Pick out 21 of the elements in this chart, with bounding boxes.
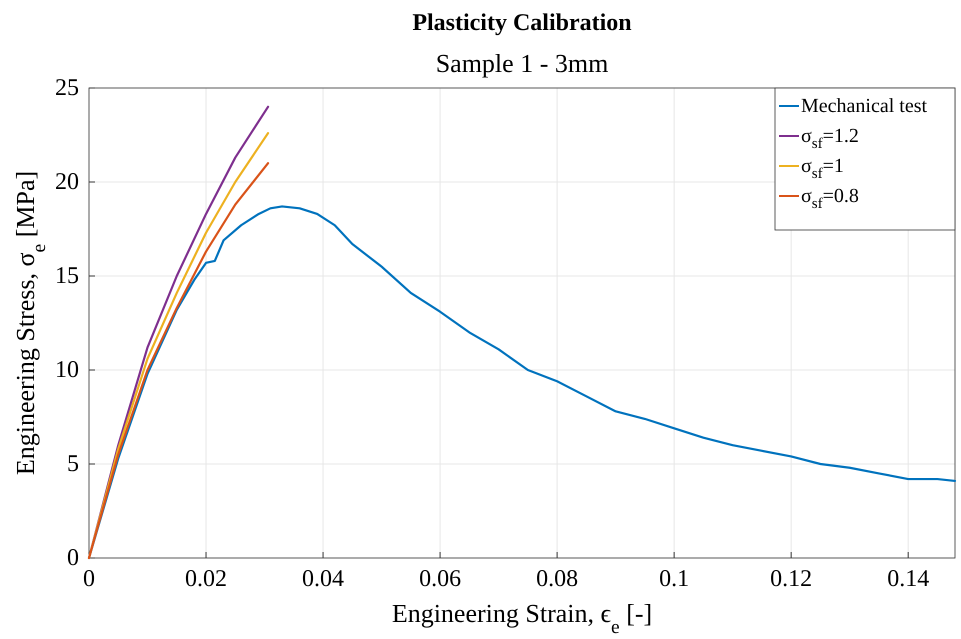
- legend-label: σ$_{sf}$=1.2: [801, 125, 859, 152]
- y-tick-label: 20: [55, 169, 79, 195]
- x-tick-label: 0: [83, 566, 95, 592]
- x-tick-label: 0.06: [419, 566, 462, 592]
- legend-label: σ$_{sf}$=1: [801, 155, 844, 182]
- y-tick-label: 0: [67, 545, 79, 571]
- x-tick-label: 0.08: [536, 566, 578, 592]
- y-tick-label: 15: [55, 263, 79, 289]
- chart-title: Plasticity Calibration: [412, 10, 632, 36]
- legend-label: Mechanical test: [801, 95, 928, 117]
- x-axis-title: Engineering Strain, ϵ$_{e}$ [-]: [392, 599, 652, 638]
- y-tick-label: 10: [55, 357, 79, 383]
- y-tick-label: 25: [55, 75, 79, 101]
- x-tick-label: 0.02: [185, 566, 228, 592]
- x-tick-label: 0.04: [302, 566, 344, 592]
- x-tick-label: 0.12: [770, 566, 812, 592]
- x-tick-label: 0.14: [887, 566, 930, 592]
- y-tick-label: 5: [67, 451, 79, 477]
- chart-subtitle: Sample 1 - 3mm: [436, 49, 608, 78]
- x-tick-label: 0.1: [659, 566, 690, 592]
- legend-label: σ$_{sf}$=0.8: [801, 185, 859, 212]
